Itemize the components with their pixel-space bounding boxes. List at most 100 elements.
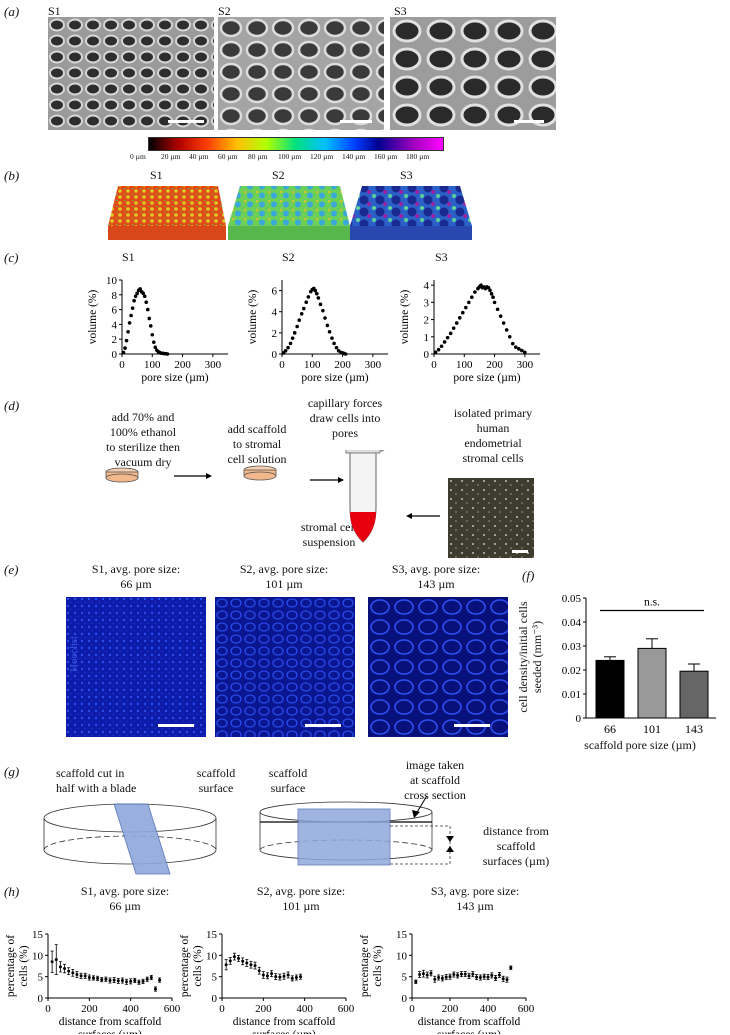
text-line: isolated primary	[453, 406, 533, 420]
data-point	[112, 978, 116, 982]
y-tick-label: 0	[272, 349, 278, 361]
y-tick-label: 6	[112, 305, 118, 317]
scale-bar	[514, 120, 544, 123]
cut-text: scaffold cut in half with a blade	[56, 766, 136, 796]
data-point	[108, 979, 112, 983]
colorbar-tick: 60 µm	[218, 152, 238, 161]
render-3d-s1	[108, 186, 226, 240]
x-tick-label: 100	[144, 359, 161, 371]
scale-bar	[305, 724, 341, 727]
colorbar-tick: 180 µm	[406, 152, 430, 161]
data-point	[290, 336, 295, 340]
scaffold-disc-icon	[105, 467, 139, 483]
colorbar-tick: 40 µm	[189, 152, 209, 161]
y-tick-label: 2	[112, 334, 118, 346]
text-line: half with a blade	[56, 781, 137, 795]
text-line: surface	[270, 781, 306, 795]
data-point	[104, 977, 108, 981]
data-point	[437, 976, 441, 980]
sem-image-s2	[218, 17, 384, 130]
data-point	[96, 976, 100, 980]
pore-size-colorbar	[148, 137, 444, 151]
y-axis-label: volume (%)	[247, 290, 259, 345]
x-tick-label: 0	[409, 1003, 415, 1015]
x-tick-label: 200	[486, 359, 503, 371]
data-point	[302, 306, 306, 311]
y-axis-label: percentage of	[359, 935, 371, 997]
hoechst-s2-title: S2, avg. pore size: 101 µm	[214, 562, 354, 592]
data-point	[145, 977, 149, 981]
data-point	[83, 974, 87, 978]
data-point	[224, 963, 228, 967]
sem-s1-label: S1	[48, 4, 61, 18]
data-point	[467, 974, 471, 978]
data-point	[325, 323, 330, 328]
text-line: surface	[198, 781, 234, 795]
y-tick-label: 2	[272, 328, 278, 340]
text-line: vacuum dry	[114, 455, 172, 469]
data-point	[433, 350, 438, 355]
data-point	[497, 973, 501, 977]
data-point	[129, 313, 133, 318]
text-line: pores	[332, 426, 358, 440]
x-axis-label: distance from scaffold	[59, 1016, 162, 1028]
data-point	[232, 955, 236, 959]
y-tick-label: 6	[272, 286, 278, 298]
scale-bar	[168, 120, 204, 123]
y-tick-label: 0	[38, 993, 44, 1005]
dist-s3-label: S3	[435, 250, 448, 264]
text-line: cross section	[404, 788, 466, 802]
text-line: 143 µm	[417, 577, 455, 591]
hoechst-s3-title: S3, avg. pore size: 143 µm	[366, 562, 506, 592]
text-line: cell solution	[227, 452, 287, 466]
arrow-down-icon	[446, 836, 454, 842]
data-point	[517, 347, 521, 351]
y-tick-label: 1	[424, 332, 430, 344]
data-point	[425, 973, 429, 977]
pore-dist-chart-s2: 0 100 200 300 0 2 4 6 pore size (µm) volume (%)	[247, 280, 388, 384]
data-point	[274, 975, 278, 979]
data-point	[463, 972, 467, 976]
data-point	[257, 969, 261, 973]
text-line: cell density/initial cells	[516, 601, 530, 713]
x-tick-label: 300	[517, 359, 534, 371]
data-point	[123, 346, 127, 350]
render-3d-s3	[350, 186, 472, 240]
data-point	[486, 975, 490, 979]
x-axis-label: pore size (µm)	[301, 372, 368, 384]
data-point	[306, 295, 311, 299]
bar	[595, 659, 625, 719]
panel-d-label: (d)	[4, 398, 20, 413]
hoechst-texture	[66, 597, 206, 737]
y-tick-label: 0.03	[562, 641, 582, 653]
data-point	[253, 964, 257, 968]
data-point	[448, 975, 452, 979]
image-taken-text: image taken at scaffold cross section	[392, 758, 478, 803]
data-point	[316, 296, 321, 300]
text-line: draw cells into	[309, 411, 381, 425]
hoechst-image-s2	[215, 597, 355, 737]
data-point	[471, 972, 475, 976]
text-line: S2, avg. pore size:	[239, 562, 329, 576]
scaffold-cross-section-icon	[259, 796, 454, 866]
data-point	[456, 973, 460, 977]
dist-plot-s3-title: S3, avg. pore size: 143 µm	[390, 884, 560, 914]
text-line: S3, avg. pore size:	[391, 562, 481, 576]
y-tick-label: 0	[212, 993, 218, 1005]
arrow-icon	[412, 810, 420, 818]
data-point	[433, 977, 437, 981]
data-point	[147, 316, 152, 321]
bar	[679, 670, 709, 719]
data-point	[165, 352, 170, 356]
text-line: scaffold cut in	[56, 766, 125, 780]
x-tick-label: 66	[604, 722, 616, 736]
text-line: capillary forces	[307, 396, 383, 410]
data-point	[448, 331, 453, 336]
data-point	[138, 287, 142, 291]
data-point	[421, 972, 425, 976]
hoechst-texture	[368, 597, 508, 737]
data-point	[330, 336, 334, 340]
y-axis-label: percentage of	[179, 935, 191, 997]
text-line: image taken	[405, 758, 465, 772]
y-tick-label: 2	[424, 315, 430, 327]
